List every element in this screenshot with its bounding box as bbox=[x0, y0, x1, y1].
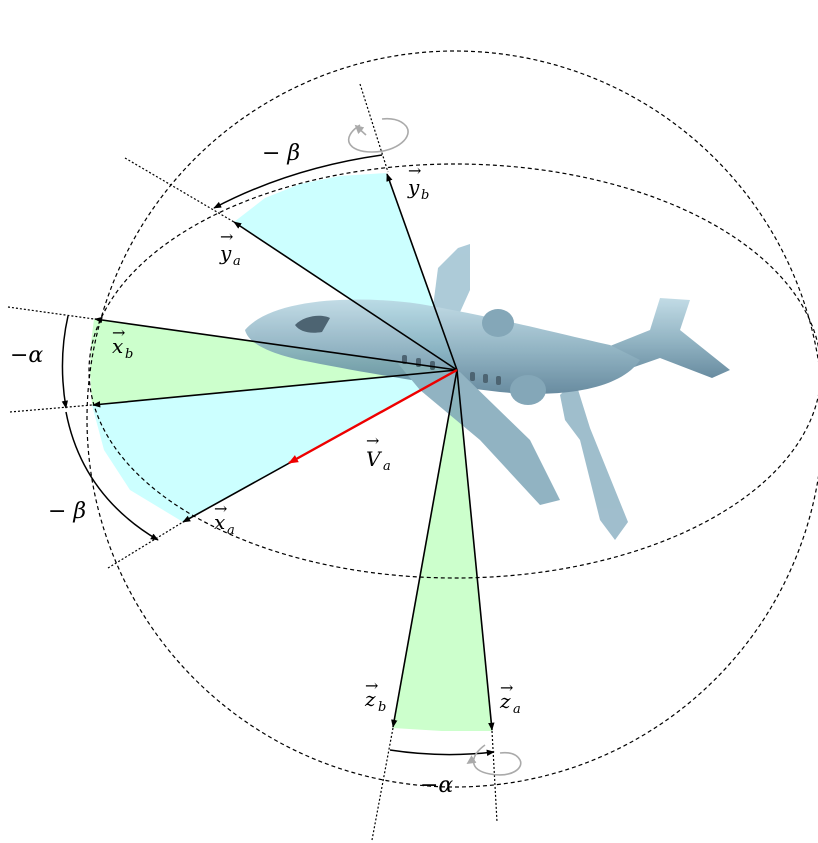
svg-text:a: a bbox=[233, 254, 241, 269]
dotted-guide-lines bbox=[7, 83, 498, 841]
zb-axis bbox=[391, 369, 458, 728]
yb-axis bbox=[386, 173, 458, 371]
svg-text:y: y bbox=[219, 241, 232, 265]
svg-text:→: → bbox=[500, 678, 513, 697]
minus-beta-top-label: − β bbox=[262, 141, 300, 166]
dashed-equator-ellipse bbox=[88, 163, 818, 579]
ya-axis bbox=[233, 221, 458, 371]
yb-label: → y b bbox=[407, 161, 429, 203]
beta-arc-left bbox=[65, 411, 159, 541]
xa-label: → x a bbox=[214, 499, 235, 538]
svg-text:x: x bbox=[112, 334, 123, 358]
svg-text:z: z bbox=[364, 687, 376, 711]
rotation-marker-top bbox=[347, 117, 409, 153]
alpha-sector-xa-xb bbox=[90, 319, 457, 405]
svg-text:a: a bbox=[513, 702, 521, 717]
svg-text:→: → bbox=[214, 499, 227, 518]
svg-text:b: b bbox=[378, 700, 386, 715]
alpha-arc-left bbox=[61, 315, 69, 409]
xb-axis bbox=[94, 316, 458, 371]
alpha-sector-za-zb bbox=[393, 370, 492, 731]
minus-alpha-bottom-label: −α bbox=[420, 773, 453, 798]
svg-text:x: x bbox=[214, 510, 225, 534]
velocity-vector-arrow bbox=[288, 368, 458, 465]
svg-text:b: b bbox=[421, 188, 429, 203]
rotation-marker-bottom bbox=[466, 744, 522, 776]
za-axis bbox=[456, 369, 495, 731]
za-label: → z a bbox=[499, 678, 521, 717]
svg-text:a: a bbox=[383, 459, 391, 474]
beta-sector-xa-xb-lower bbox=[92, 370, 457, 522]
ya-label: → y a bbox=[219, 227, 241, 269]
svg-text:→: → bbox=[112, 323, 125, 342]
Va-label: → V a bbox=[366, 431, 391, 474]
alpha-arc-bottom bbox=[389, 749, 495, 757]
svg-text:→: → bbox=[365, 676, 378, 695]
svg-text:→: → bbox=[220, 227, 233, 246]
minus-alpha-left-label: −α bbox=[10, 343, 43, 368]
svg-text:y: y bbox=[407, 175, 420, 199]
beta-arc-top bbox=[213, 154, 383, 209]
svg-text:V: V bbox=[366, 447, 383, 471]
svg-text:a: a bbox=[227, 523, 235, 538]
business-jet-image bbox=[245, 244, 730, 540]
zb-label: → z b bbox=[364, 676, 386, 715]
minus-beta-left-label: − β bbox=[48, 499, 86, 524]
svg-text:z: z bbox=[499, 689, 511, 713]
x-mid-axis bbox=[92, 369, 458, 408]
xb-label: → x b bbox=[112, 323, 133, 362]
dashed-sphere bbox=[86, 50, 818, 788]
svg-text:b: b bbox=[125, 347, 133, 362]
svg-text:→: → bbox=[366, 431, 379, 450]
svg-text:→: → bbox=[408, 161, 421, 180]
